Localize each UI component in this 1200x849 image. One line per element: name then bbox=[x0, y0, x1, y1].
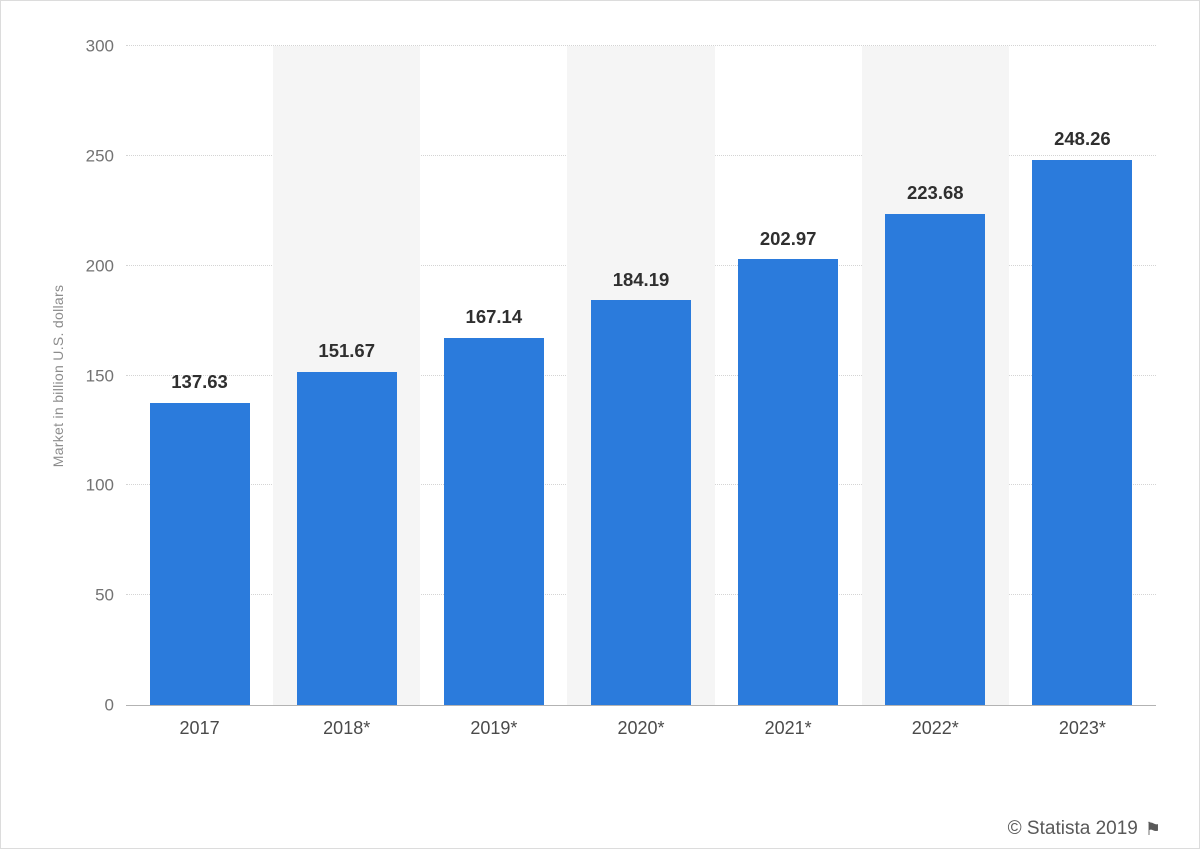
bar-2023*[interactable] bbox=[1032, 159, 1133, 705]
plot-area: 0 50 100 150 200 250 300 137.63 2017 151.67 2018*… bbox=[86, 38, 1156, 737]
bar-value-label: 167.14 bbox=[465, 306, 523, 328]
bar-column: 223.68 2022* bbox=[861, 46, 1009, 737]
bar-column: 184.19 2020* bbox=[567, 46, 715, 737]
bar-value-label: 223.68 bbox=[906, 182, 964, 204]
gridline bbox=[126, 45, 1156, 46]
bar-value-label: 202.97 bbox=[759, 227, 817, 249]
copyright-text: © Statista 2019 bbox=[1007, 818, 1138, 839]
x-tick-label: 2022* bbox=[911, 718, 959, 738]
bar-value-label: 151.67 bbox=[318, 340, 375, 362]
y-tick-label: 150 bbox=[85, 366, 114, 385]
y-tick-label: 250 bbox=[85, 146, 114, 166]
flag-icon: ⚑ bbox=[1144, 818, 1161, 839]
y-tick-label: 200 bbox=[85, 256, 114, 276]
bar-column: 248.26 2023* bbox=[1009, 46, 1156, 737]
bar-column: 167.14 2019* bbox=[420, 46, 567, 737]
y-tick-label: 100 bbox=[85, 475, 114, 495]
bar-2020*[interactable] bbox=[590, 300, 691, 705]
bar-column: 137.63 2017 bbox=[126, 46, 273, 737]
y-tick-label: 300 bbox=[85, 36, 114, 56]
x-tick-label: 2019* bbox=[470, 718, 518, 738]
bar-2019*[interactable] bbox=[443, 337, 544, 705]
x-tick-label: 2023* bbox=[1058, 718, 1106, 738]
bar-value-label: 184.19 bbox=[612, 268, 670, 290]
bar-2022*[interactable] bbox=[885, 213, 986, 705]
bar-columns: 137.63 2017 151.67 2018* 167.14 2019* 184.19 20… bbox=[126, 46, 1156, 737]
y-tick-label: 50 bbox=[95, 585, 114, 605]
bar-value-label: 248.26 bbox=[1054, 128, 1111, 150]
x-tick-label: 2018* bbox=[323, 718, 371, 738]
bar-column: 151.67 2018* bbox=[273, 46, 421, 737]
x-tick-label: 2017 bbox=[179, 718, 220, 738]
bar-2021*[interactable] bbox=[738, 259, 839, 705]
bar-value-label: 137.63 bbox=[171, 371, 228, 393]
bar-2018*[interactable] bbox=[296, 371, 397, 705]
bar-2017[interactable] bbox=[149, 402, 250, 705]
bar-column: 202.97 2021* bbox=[715, 46, 862, 737]
source-attribution: © Statista 2019 ⚑ bbox=[1008, 818, 1161, 840]
y-tick-label: 0 bbox=[104, 695, 114, 715]
x-tick-label: 2021* bbox=[764, 718, 812, 738]
x-tick-label: 2020* bbox=[617, 718, 665, 738]
